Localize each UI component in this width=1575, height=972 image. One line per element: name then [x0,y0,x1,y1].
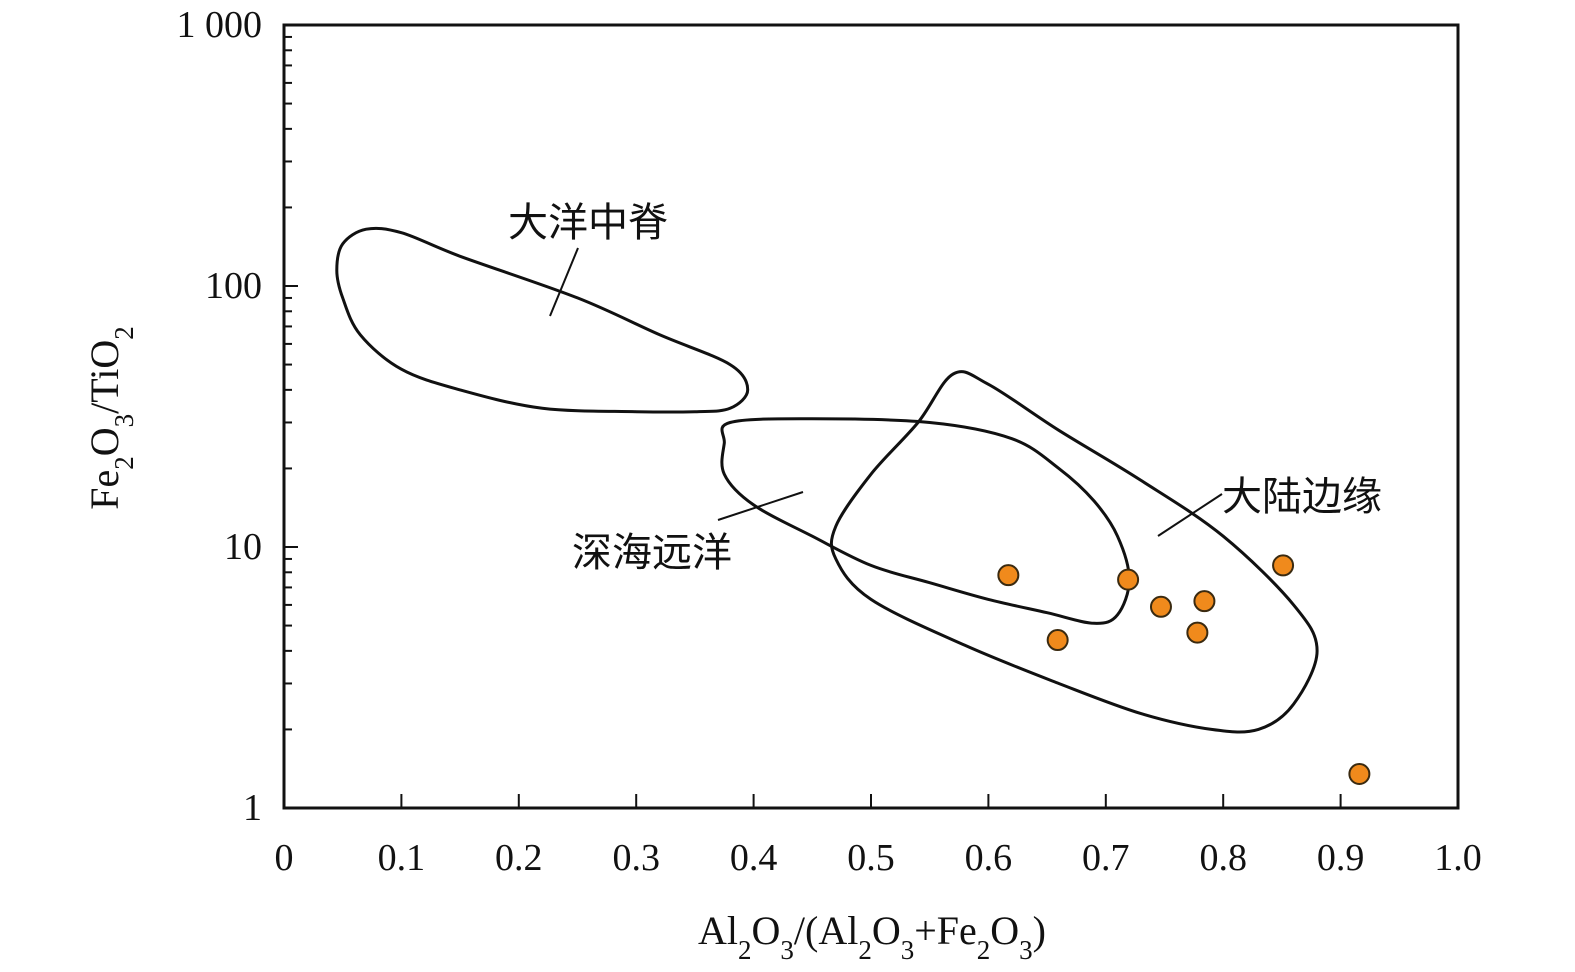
x-tick-label: 0.9 [1317,837,1365,879]
x-axis-ticks: 0 0.1 0.2 0.3 0.4 0.5 0.6 0.7 0.8 0.9 1.0 [275,794,1482,879]
y-tick-label: 1 [243,787,262,829]
data-point [1046,629,1069,652]
data-point [1272,554,1295,577]
data-points [997,554,1371,785]
x-tick-label: 0.2 [495,837,543,879]
x-tick-label: 0.5 [847,837,895,879]
x-tick-label: 1.0 [1434,837,1482,879]
y-tick-label: 10 [224,526,262,568]
field-label-continental-margin: 大陆边缘 [1222,474,1382,520]
field-label-pelagic: 深海远洋 [572,530,732,576]
data-point [1193,590,1216,613]
x-axis-title: Al2O3/(Al2O3+Fe2O3) [698,908,1046,965]
data-point [1348,762,1371,785]
x-tick-label: 0.8 [1199,837,1247,879]
x-tick-label: 0 [275,837,294,879]
x-tick-label: 0.6 [965,837,1013,879]
plot-frame [282,23,1460,810]
x-tick-label: 0.4 [730,837,778,879]
pelagic-field [720,417,1131,625]
data-point [997,564,1020,587]
x-tick-label: 0.3 [612,837,660,879]
leader-line [1157,493,1223,537]
data-point [1186,621,1209,644]
x-tick-label: 0.7 [1082,837,1130,879]
leader-line [717,491,804,521]
leader-line [549,247,579,317]
continental-margin-field [829,370,1319,734]
y-tick-label: 1 000 [177,4,263,46]
x-tick-label: 0.1 [378,837,426,879]
data-point [1117,568,1140,591]
y-axis-title: Fe2O3/TiO2 [82,326,139,510]
y-axis-ticks: 1 10 100 1 000 [177,4,298,829]
y-tick-label: 100 [205,265,262,307]
field-label-mid-ocean-ridge: 大洋中脊 [508,200,668,246]
data-point [1149,595,1172,618]
mid-ocean-ridge-field [335,226,750,414]
label-leader-lines [549,247,1223,537]
field-outlines [335,226,1319,734]
